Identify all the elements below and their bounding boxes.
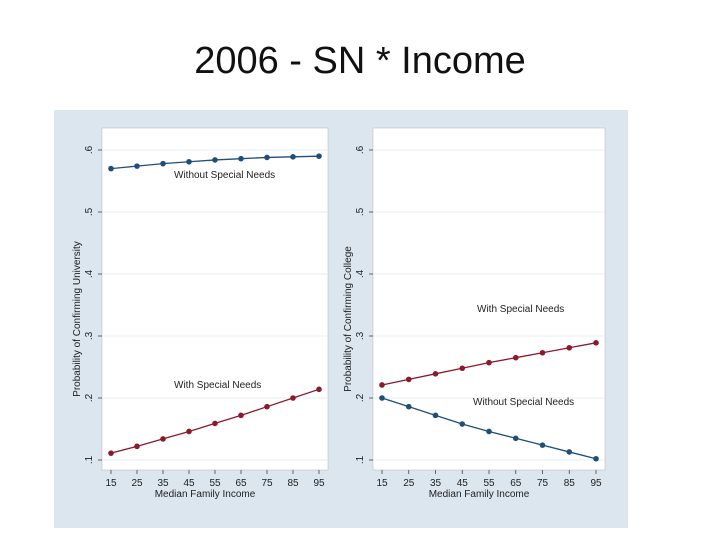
x-tick-label: 65 <box>235 478 247 489</box>
data-point <box>264 154 270 161</box>
series-annotation: Without Special Needs <box>174 170 275 181</box>
y-tick-label: .5 <box>355 207 366 216</box>
x-tick-label: 55 <box>483 478 495 489</box>
data-point <box>459 365 466 372</box>
chart-figure: .1 .2 .3 .4 .5 .6 15 25 35 45 55 65 75 85 95 Median Fam… <box>54 110 628 528</box>
data-point <box>316 153 322 159</box>
x-tick-label: 85 <box>287 478 299 489</box>
x-tick-label: 75 <box>261 478 273 489</box>
data-point <box>134 443 140 450</box>
y-axis-label: Probability of Confirming College <box>343 246 354 392</box>
data-point <box>290 395 296 401</box>
data-point <box>290 154 296 160</box>
data-point <box>212 157 218 163</box>
data-point <box>539 442 546 448</box>
data-point <box>108 450 114 456</box>
y-tick-label: .4 <box>84 269 95 278</box>
y-tick-label: .1 <box>355 455 366 464</box>
x-tick-label: 95 <box>590 478 602 489</box>
data-point <box>160 160 166 167</box>
data-point <box>512 354 519 361</box>
data-point <box>405 376 412 383</box>
data-point <box>379 395 385 401</box>
y-axis-label: Probability of Confirming University <box>72 241 83 397</box>
y-tick-label: .2 <box>355 393 366 402</box>
y-tick-label: .3 <box>84 331 95 340</box>
data-point <box>264 403 270 410</box>
data-point <box>486 428 492 435</box>
y-tick-label: .4 <box>355 269 366 278</box>
data-point <box>405 403 412 410</box>
x-tick-label: 15 <box>376 478 388 489</box>
x-axis-label: Median Family Income <box>429 489 530 500</box>
y-tick-label: .2 <box>84 393 95 402</box>
data-point <box>108 165 114 172</box>
y-tick-label: .5 <box>84 207 95 216</box>
x-tick-label: 55 <box>209 478 221 489</box>
data-point <box>316 386 322 393</box>
y-tick-label: .3 <box>355 331 366 340</box>
x-tick-label: 25 <box>131 478 143 489</box>
data-point <box>593 340 599 346</box>
x-tick-label: 35 <box>430 478 442 489</box>
chart-svg: .1 .2 .3 .4 .5 .6 15 25 35 45 55 65 75 85 95 Median Fam… <box>72 127 606 500</box>
data-point <box>566 344 573 351</box>
data-point <box>212 420 218 427</box>
data-point <box>432 371 439 377</box>
data-point <box>593 455 599 462</box>
data-point <box>134 163 140 169</box>
data-point <box>160 436 166 442</box>
x-tick-label: 95 <box>313 478 325 489</box>
y-tick-label: .6 <box>355 145 366 154</box>
x-tick-label: 65 <box>510 478 522 489</box>
data-point <box>432 412 439 419</box>
x-tick-label: 75 <box>537 478 549 489</box>
x-tick-label: 35 <box>157 478 169 489</box>
y-tick-label: .1 <box>84 455 95 464</box>
x-tick-label: 45 <box>183 478 195 489</box>
data-point <box>539 349 546 356</box>
data-point <box>486 359 492 366</box>
series-annotation: With Special Needs <box>174 380 261 391</box>
x-tick-label: 15 <box>105 478 117 489</box>
x-axis-label: Median Family Income <box>155 489 256 500</box>
series-annotation: Without Special Needs <box>473 397 574 408</box>
x-tick-label: 85 <box>564 478 576 489</box>
data-point <box>238 155 244 162</box>
x-tick-label: 25 <box>403 478 415 489</box>
data-point <box>566 449 573 455</box>
plot-area-2 <box>372 127 606 471</box>
y-tick-label: .6 <box>84 145 95 154</box>
series-annotation: With Special Needs <box>477 304 564 315</box>
plot-area-1 <box>101 127 329 471</box>
slide-title: 2006 - SN * Income <box>194 40 526 82</box>
data-point <box>379 382 385 388</box>
data-point <box>238 412 244 419</box>
data-point <box>512 435 519 442</box>
data-point <box>186 158 192 165</box>
x-tick-label: 45 <box>457 478 469 489</box>
data-point <box>459 421 466 427</box>
data-point <box>186 428 192 435</box>
